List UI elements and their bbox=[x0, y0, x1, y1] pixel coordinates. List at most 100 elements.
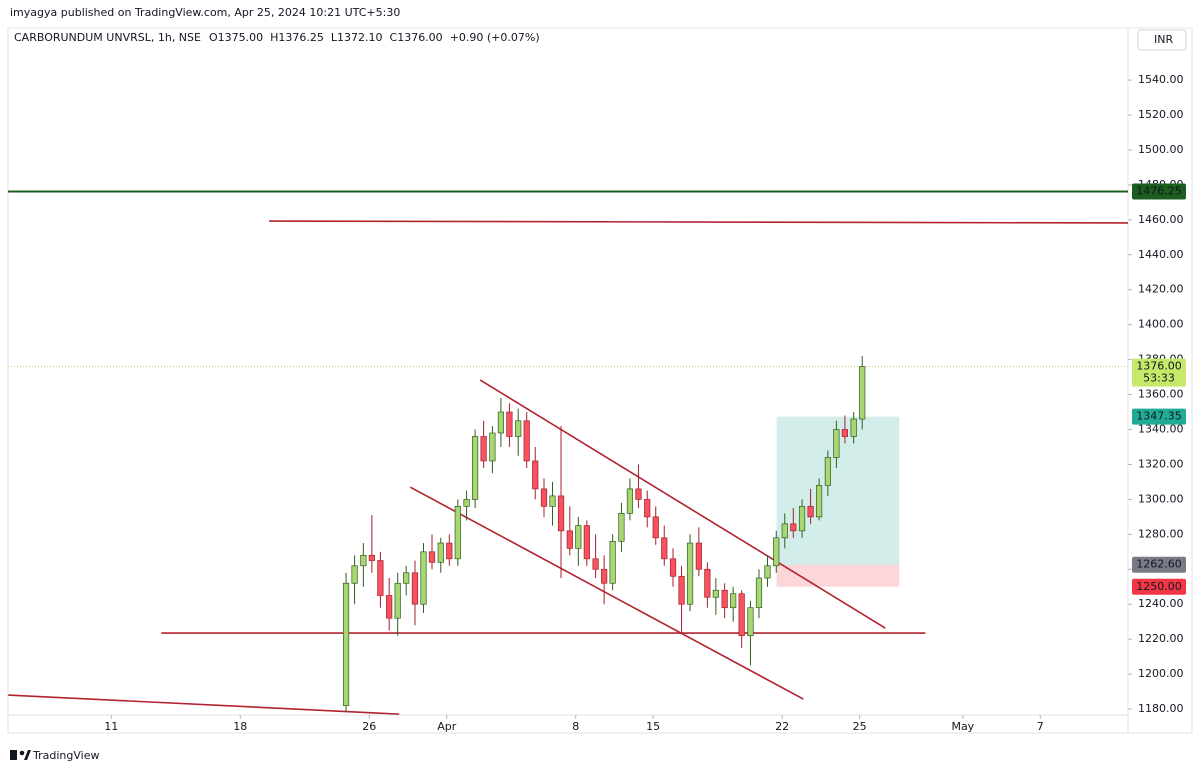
candle-body bbox=[471, 436, 479, 500]
candle-body bbox=[463, 499, 470, 507]
candle-body bbox=[377, 560, 384, 596]
candle-body bbox=[420, 551, 427, 605]
y-tick-label: 1220.00 bbox=[1138, 632, 1184, 645]
ohlc-value: O1375.00 bbox=[209, 31, 263, 44]
candle-body bbox=[764, 565, 771, 579]
candle-body bbox=[712, 589, 719, 598]
candle-body bbox=[781, 523, 788, 539]
ohlc-value: L1372.10 bbox=[331, 31, 383, 44]
candle-body bbox=[773, 537, 780, 567]
y-tick-label: 1320.00 bbox=[1138, 457, 1184, 470]
candle-body bbox=[575, 525, 582, 549]
candle-body bbox=[506, 411, 513, 437]
candle-body bbox=[411, 572, 419, 605]
x-tick-label: 22 bbox=[775, 720, 789, 733]
symbol-legend: CARBORUNDUM UNVRSL, 1h, NSE O1375.00 H137… bbox=[14, 31, 540, 44]
candle-body bbox=[790, 523, 797, 532]
trend-line bbox=[8, 694, 400, 715]
candle-body bbox=[515, 420, 522, 437]
candle-body bbox=[446, 542, 453, 560]
y-tick-label: 1360.00 bbox=[1138, 388, 1184, 401]
footer-brand: TradingView bbox=[10, 749, 99, 762]
candle-body bbox=[403, 572, 410, 584]
y-tick-label: 1540.00 bbox=[1138, 73, 1184, 86]
candle-body bbox=[351, 565, 358, 584]
price-tag-label: 1262.60 bbox=[1136, 558, 1182, 571]
candle-body bbox=[428, 551, 436, 563]
candle-body bbox=[730, 593, 737, 609]
price-tag-label: 1376.00 bbox=[1136, 360, 1182, 373]
price-tag-label: 1476.25 bbox=[1136, 184, 1182, 197]
candle-body bbox=[497, 411, 505, 434]
candle-body bbox=[738, 593, 745, 637]
published-line: imyagya published on TradingView.com, Ap… bbox=[10, 6, 400, 19]
y-tick-label: 1400.00 bbox=[1138, 318, 1184, 331]
candle-body bbox=[489, 432, 496, 462]
ohlc-value: C1376.00 bbox=[390, 31, 443, 44]
y-tick-label: 1460.00 bbox=[1138, 213, 1184, 226]
price-tag-label: 1347.35 bbox=[1136, 410, 1182, 423]
candle-body bbox=[815, 485, 823, 518]
candle-body bbox=[850, 418, 857, 437]
candle-body bbox=[721, 589, 728, 609]
candle-body bbox=[669, 558, 677, 577]
candle-body bbox=[437, 542, 444, 563]
candle-body bbox=[557, 495, 565, 532]
candle-body bbox=[652, 516, 659, 539]
candle-body bbox=[549, 495, 556, 507]
candle-body bbox=[386, 595, 393, 619]
candle-body bbox=[523, 420, 530, 462]
x-tick-label: Apr bbox=[437, 720, 457, 733]
loss-zone bbox=[776, 564, 900, 587]
price-tag bbox=[1132, 408, 1186, 425]
candle-body bbox=[678, 575, 685, 605]
candle-body bbox=[755, 577, 763, 609]
candle-body bbox=[833, 429, 840, 458]
plot-area bbox=[8, 190, 1128, 715]
candle-body bbox=[368, 554, 375, 561]
x-tick-label: 8 bbox=[572, 720, 579, 733]
x-tick-label: 15 bbox=[646, 720, 660, 733]
candle-body bbox=[686, 542, 694, 605]
x-tick-label: May bbox=[951, 720, 974, 733]
y-tick-label: 1180.00 bbox=[1138, 702, 1184, 715]
countdown: 53:33 bbox=[1143, 372, 1175, 385]
logo-mark bbox=[24, 750, 31, 760]
candle-body bbox=[360, 554, 367, 567]
candle-body bbox=[626, 488, 634, 514]
x-tick-label: 25 bbox=[853, 720, 867, 733]
y-tick-label: 1240.00 bbox=[1138, 597, 1184, 610]
currency-button[interactable] bbox=[1137, 29, 1187, 51]
candle-body bbox=[644, 499, 651, 518]
candle-body bbox=[747, 607, 754, 637]
trend-line bbox=[479, 379, 886, 629]
trend-line bbox=[409, 486, 804, 700]
candle-body bbox=[635, 488, 642, 500]
candle-body bbox=[592, 558, 599, 570]
candle-body bbox=[532, 460, 539, 490]
y-tick-label: 1520.00 bbox=[1138, 108, 1184, 121]
trend-line bbox=[269, 220, 1128, 224]
candle-body bbox=[704, 568, 711, 598]
candle-body bbox=[661, 537, 668, 560]
chart-frame bbox=[7, 27, 1193, 734]
y-tick-label: 1500.00 bbox=[1138, 143, 1184, 156]
candle-body bbox=[841, 429, 849, 437]
y-tick-label: 1300.00 bbox=[1138, 492, 1184, 505]
price-tag bbox=[1132, 183, 1186, 200]
currency[interactable]: INR bbox=[1154, 33, 1173, 46]
y-tick-label: 1420.00 bbox=[1138, 283, 1184, 296]
y-tick-label: 1340.00 bbox=[1138, 423, 1184, 436]
y-tick-label: 1200.00 bbox=[1138, 667, 1184, 680]
price-tag bbox=[1132, 556, 1186, 573]
logo-mark bbox=[10, 750, 17, 760]
candle-body bbox=[618, 513, 625, 542]
candle-body bbox=[480, 436, 487, 462]
x-tick-label: 26 bbox=[362, 720, 376, 733]
candle-body bbox=[695, 542, 702, 570]
candle-body bbox=[807, 506, 814, 518]
x-tick-label: 18 bbox=[233, 720, 247, 733]
